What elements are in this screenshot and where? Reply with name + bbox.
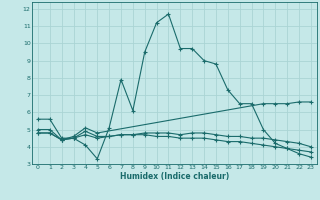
X-axis label: Humidex (Indice chaleur): Humidex (Indice chaleur): [120, 172, 229, 181]
